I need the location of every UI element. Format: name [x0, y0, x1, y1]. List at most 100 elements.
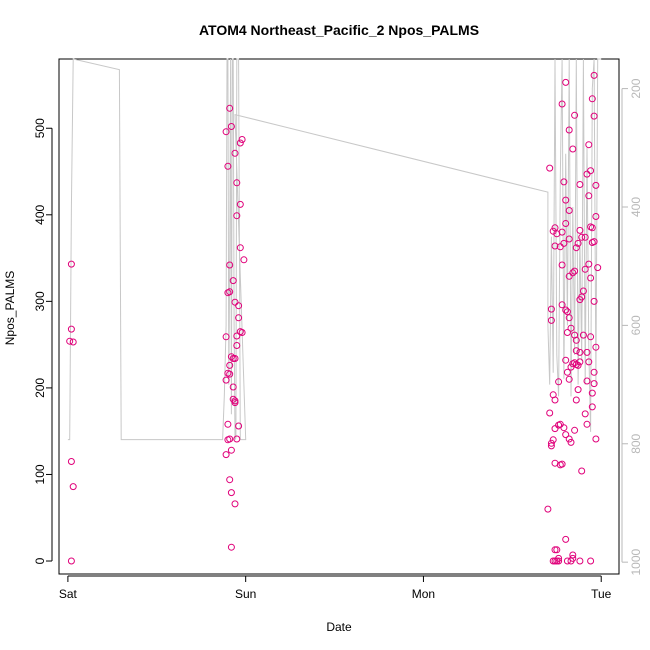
data-point — [576, 557, 584, 565]
data-point — [235, 302, 243, 310]
data-point — [587, 557, 595, 565]
data-point — [226, 435, 234, 443]
data-point — [565, 314, 573, 322]
data-point — [592, 213, 600, 220]
data-point — [236, 200, 244, 208]
y-tick-label: 500 — [33, 118, 47, 138]
data-point — [574, 361, 582, 369]
data-point — [226, 261, 234, 269]
data-point — [585, 358, 593, 366]
data-point — [226, 104, 234, 112]
data-point — [67, 260, 75, 268]
data-point — [551, 425, 559, 433]
data-point — [69, 483, 77, 491]
data-point — [590, 71, 598, 79]
data-point — [592, 435, 600, 443]
data-point — [585, 192, 593, 200]
x-tick-label: Mon — [412, 587, 435, 601]
data-point — [226, 476, 234, 484]
data-point — [549, 436, 557, 444]
data-point — [576, 226, 584, 234]
data-point — [551, 242, 559, 250]
data-point — [592, 181, 600, 189]
data-point — [590, 368, 598, 376]
x-axis-label: Date — [326, 620, 352, 634]
data-point — [565, 272, 573, 280]
scatter-points-series — [66, 71, 602, 565]
data-point — [547, 316, 555, 324]
data-point — [226, 361, 234, 369]
data-point — [581, 265, 589, 273]
data-point — [231, 298, 239, 306]
data-point — [235, 314, 243, 322]
data-point — [563, 329, 571, 336]
y2-tick-label: 400 — [629, 197, 643, 217]
data-point — [544, 505, 552, 513]
data-point — [588, 389, 596, 397]
data-point — [553, 546, 561, 554]
data-point — [567, 438, 575, 446]
data-point — [558, 100, 566, 108]
y2-tick-label: 1000 — [629, 548, 643, 575]
data-point — [594, 264, 602, 272]
data-point — [231, 149, 239, 157]
data-point — [572, 347, 580, 355]
data-point — [231, 399, 239, 407]
data-point — [562, 356, 570, 364]
data-point — [233, 435, 241, 443]
data-point — [562, 431, 570, 439]
x-tick-label: Sun — [235, 587, 256, 601]
data-point — [226, 288, 234, 296]
data-point — [574, 386, 582, 394]
data-point — [581, 233, 589, 241]
data-point — [588, 95, 596, 103]
data-point — [569, 551, 577, 559]
data-point — [569, 145, 577, 153]
data-point — [240, 256, 248, 264]
data-point — [583, 420, 591, 428]
data-point — [227, 543, 235, 551]
data-point — [67, 557, 75, 565]
data-point — [238, 329, 246, 336]
data-point — [229, 277, 237, 285]
data-point — [546, 409, 554, 417]
data-point — [578, 467, 586, 475]
data-point — [587, 167, 595, 175]
data-point — [233, 212, 241, 220]
data-point — [572, 396, 580, 404]
x-tick-label: Sat — [59, 587, 78, 601]
data-point — [226, 370, 234, 378]
data-point — [67, 325, 75, 333]
data-point — [558, 301, 566, 309]
data-point — [565, 235, 573, 243]
data-point — [562, 78, 570, 86]
data-point — [572, 336, 580, 344]
data-point — [587, 274, 595, 282]
y2-tick-label: 200 — [629, 78, 643, 98]
data-point — [227, 123, 235, 130]
data-point — [569, 269, 577, 277]
data-point — [227, 489, 235, 497]
data-point — [585, 141, 593, 149]
data-point — [588, 224, 596, 232]
data-point — [547, 442, 555, 450]
data-point — [233, 332, 241, 340]
data-point — [229, 383, 237, 391]
data-point — [555, 378, 563, 386]
data-point — [69, 338, 77, 346]
data-point — [588, 239, 596, 246]
y-tick-label: 100 — [33, 464, 47, 484]
data-point — [574, 239, 582, 247]
data-point — [233, 342, 241, 349]
data-point — [587, 333, 595, 341]
data-point — [590, 380, 598, 388]
data-point — [558, 460, 566, 468]
data-point — [592, 343, 600, 351]
data-point — [565, 375, 573, 383]
data-point — [549, 557, 557, 565]
data-point — [565, 126, 573, 134]
data-point — [562, 535, 570, 543]
data-point — [579, 331, 587, 339]
data-point — [563, 368, 571, 376]
data-point — [562, 196, 570, 204]
